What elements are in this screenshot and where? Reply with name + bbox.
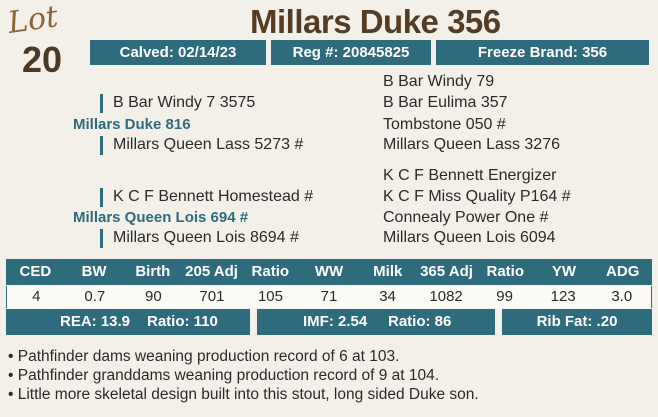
epd-value-365-adj: 1082 — [429, 288, 463, 305]
notes-list: • Pathfinder dams weaning production rec… — [8, 347, 479, 404]
animal-name: Millars Duke 356 — [250, 3, 501, 40]
sire: Millars Duke 816 — [73, 116, 191, 133]
epd-header-bw: BW — [81, 263, 107, 280]
epd-value-milk: 34 — [379, 288, 396, 305]
freeze-brand-badge: Freeze Brand: 356 — [436, 40, 649, 65]
rea-ratio: Ratio: 110 — [147, 313, 218, 330]
epd-values-row: 4 0.7 90 701 105 71 34 1082 99 123 3.0 — [6, 286, 652, 308]
epd-value-ww: 71 — [320, 288, 338, 305]
epd-header-birth: Birth — [135, 263, 171, 280]
dam-dam-dam: Millars Queen Lois 6094 — [383, 229, 556, 246]
rib-fat-bar: Rib Fat: .20 — [502, 309, 652, 335]
dam: Millars Queen Lois 694 # — [73, 209, 249, 226]
epd-value-bw: 0.7 — [84, 288, 106, 305]
sire-dam-dam: Millars Queen Lass 3276 — [383, 136, 560, 153]
sire-dam: Millars Queen Lass 5273 # — [100, 135, 303, 155]
sire-sire: B Bar Windy 7 3575 — [100, 93, 255, 113]
imf-ratio: Ratio: 86 — [388, 313, 452, 330]
imf-value: IMF: 2.54 — [303, 313, 368, 330]
dam-sire: K C F Bennett Homestead # — [100, 187, 313, 207]
sire-sire-dam: B Bar Eulima 357 — [383, 94, 508, 111]
imf-bar: IMF: 2.54 Ratio: 86 — [257, 309, 495, 335]
rea-bar: REA: 13.9 Ratio: 110 — [6, 309, 250, 335]
note-item: • Little more skeletal design built into… — [8, 386, 479, 403]
epd-header-365-adj: 365 Adj — [420, 263, 473, 280]
epd-value-ced: 4 — [32, 288, 41, 305]
note-item: • Pathfinder granddams weaning productio… — [8, 367, 440, 384]
epd-value-birth: 90 — [145, 288, 162, 305]
lot-label: Lot — [5, 0, 61, 41]
epd-value-yw: 123 — [550, 288, 576, 305]
note-item: • Pathfinder dams weaning production rec… — [8, 348, 400, 365]
epd-header-ratio: Ratio — [251, 263, 290, 280]
lot-number: 20 — [22, 39, 63, 80]
dam-sire-sire: K C F Bennett Energizer — [383, 167, 557, 184]
epd-header-205-adj: 205 Adj — [185, 263, 238, 280]
dam-sire-dam: K C F Miss Quality P164 # — [383, 188, 571, 205]
epd-value-adg: 3.0 — [611, 288, 633, 305]
epd-value-ratio-2: 99 — [496, 288, 513, 305]
calved-badge: Calved: 02/14/23 — [90, 40, 266, 65]
sire-dam-sire: Tombstone 050 # — [383, 116, 506, 133]
epd-header-milk: Milk — [373, 263, 403, 280]
rea-value: REA: 13.9 — [60, 313, 131, 330]
epd-value-ratio: 105 — [257, 288, 283, 305]
reg-number-badge: Reg #: 20845825 — [271, 40, 431, 65]
epd-header-ratio-2: Ratio — [486, 263, 524, 280]
epd-header-ced: CED — [19, 263, 52, 280]
epd-header-row: CED BW Birth 205 Adj Ratio WW Milk 365 A… — [6, 259, 652, 285]
dam-dam: Millars Queen Lois 8694 # — [100, 228, 299, 248]
epd-header-yw: YW — [551, 263, 577, 280]
epd-header-ww: WW — [314, 263, 344, 280]
dam-dam-sire: Connealy Power One # — [383, 209, 549, 226]
epd-header-adg: ADG — [606, 263, 640, 280]
epd-value-205-adj: 701 — [199, 288, 225, 305]
sire-sire-sire: B Bar Windy 79 — [383, 73, 495, 90]
